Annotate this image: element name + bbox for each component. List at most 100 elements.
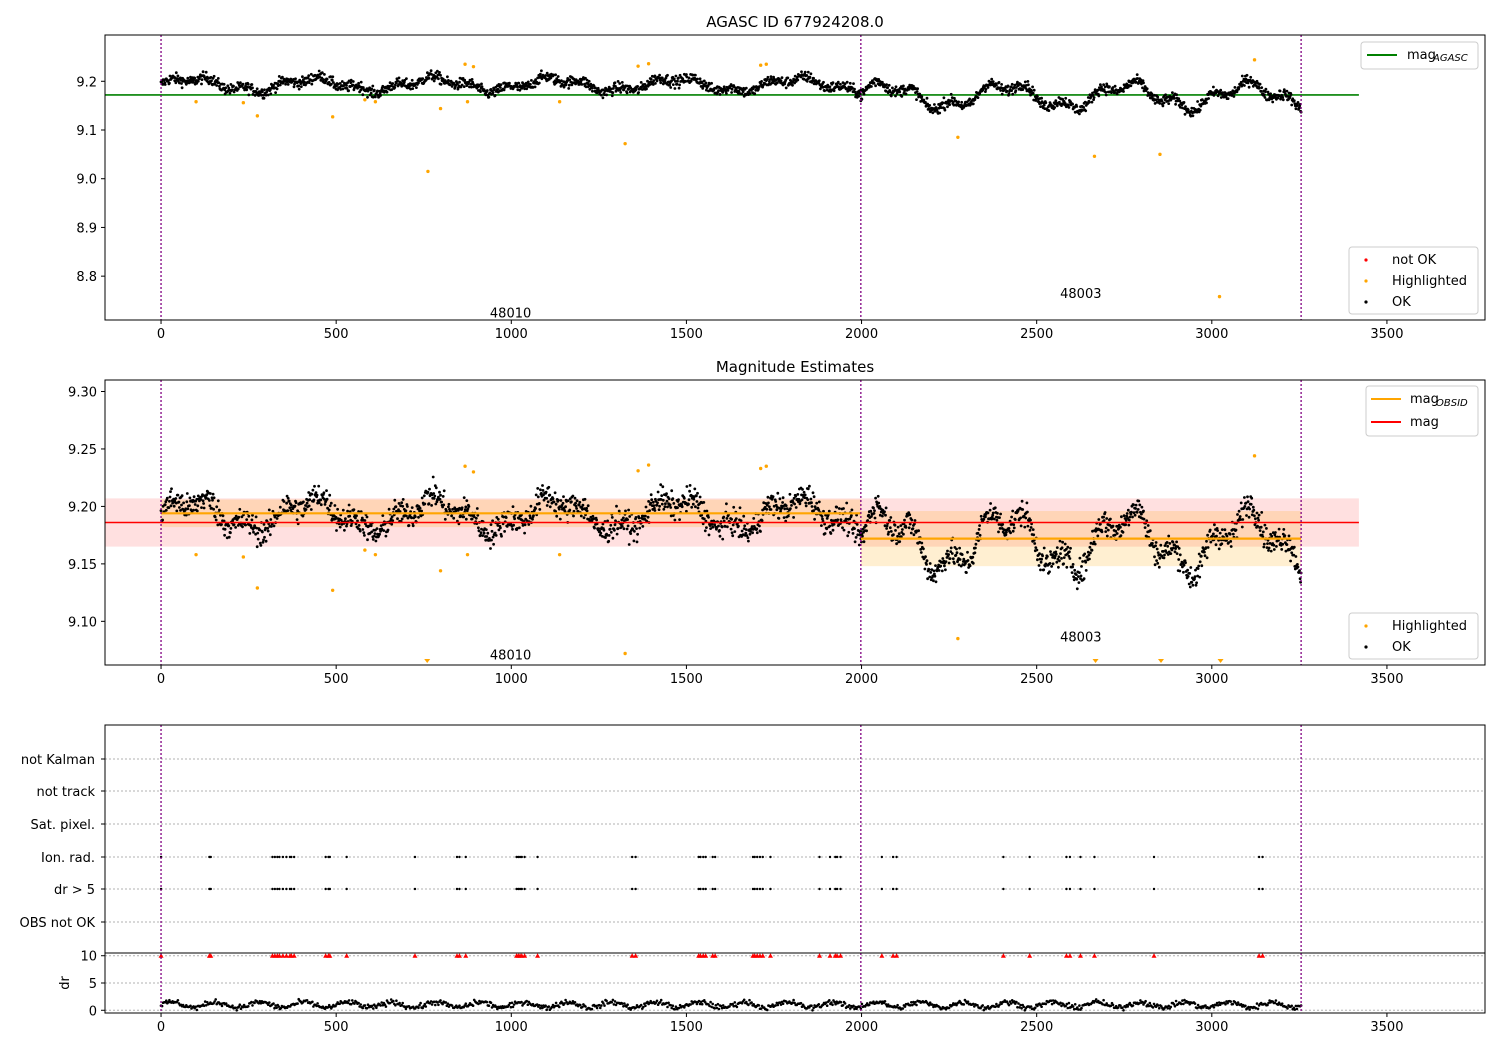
p1-ok-point: [1011, 92, 1015, 96]
p2-ok-point: [1208, 528, 1212, 532]
p1-ok-point: [948, 103, 951, 107]
p1-ok-point: [634, 88, 638, 92]
ion-rad-flag-point: [818, 855, 821, 859]
p2-ok-point: [615, 532, 619, 536]
p2-ok-point: [866, 519, 870, 522]
p2-ok-point: [694, 505, 697, 509]
p2-ok-point: [958, 546, 961, 550]
p2-ok-point: [1079, 577, 1082, 580]
p2-ok-point: [562, 495, 565, 498]
p2-ok-point: [854, 536, 858, 539]
p2-ok-point: [974, 546, 977, 550]
p2-ok-point: [649, 501, 653, 505]
p2-ok-point: [1186, 568, 1189, 572]
p2-ok-point: [1038, 552, 1041, 556]
p1-ok-point: [1219, 96, 1223, 99]
p1-ok-point: [766, 75, 770, 79]
dr-point: [395, 999, 398, 1002]
p1-ok-point: [278, 83, 282, 87]
p1-ok-point: [621, 84, 625, 88]
p1-ok-point: [836, 80, 840, 84]
p2-ok-point: [999, 512, 1002, 516]
p1-ok-point: [1178, 105, 1182, 109]
p1-ok-point: [1111, 86, 1115, 89]
p1-ok-point: [803, 70, 807, 74]
p2-ok-point: [870, 515, 873, 518]
p2-ok-point: [491, 535, 495, 539]
p1-ok-point: [394, 83, 397, 87]
p1-ok-point: [487, 95, 491, 99]
p2-ok-point: [1282, 528, 1286, 531]
dr-point: [272, 1002, 275, 1005]
p2-ok-point: [167, 506, 171, 509]
p1-ok-point: [1281, 96, 1285, 99]
p1-ok-point: [1182, 101, 1186, 104]
p1-ok-point: [1003, 87, 1007, 91]
dr-point: [545, 1008, 548, 1012]
dr-point: [398, 1001, 401, 1005]
p1-ok-point: [567, 87, 571, 90]
p2-ok-point: [781, 501, 784, 504]
p1-ok-point: [814, 82, 818, 86]
p2-ok-point: [929, 578, 933, 582]
p2-ok-point: [1020, 499, 1024, 503]
p2-ok-point: [884, 513, 887, 517]
p2-ok-point: [1075, 577, 1079, 581]
p2-ok-point: [1046, 555, 1049, 558]
p2-ok-point: [462, 515, 466, 519]
dr-point: [253, 1001, 256, 1005]
p2-ok-point: [813, 505, 817, 509]
p2-ok-point: [718, 529, 721, 532]
p2-ok-point: [945, 552, 948, 556]
dr-point: [547, 1005, 551, 1008]
p2-ok-point: [255, 545, 259, 549]
p2-ok-point: [410, 506, 414, 509]
p2-ok-point: [1166, 544, 1170, 548]
legend-ok-label: OK: [1392, 295, 1411, 310]
p2-ok-point: [168, 495, 172, 499]
p2-ok-point: [695, 500, 699, 503]
p1-ok-point: [306, 76, 310, 80]
p2-ok-point: [1087, 553, 1091, 557]
p2-ok-point: [759, 530, 762, 533]
p1-ok-point: [1042, 103, 1046, 107]
p1-ok-point: [351, 80, 355, 83]
p2-ok-point: [814, 507, 818, 511]
p2-ok-point: [899, 535, 903, 539]
p1-ok-point: [694, 73, 697, 77]
p2-ok-point: [918, 540, 922, 544]
p2-ok-point: [977, 539, 980, 542]
legend2-highlighted-marker: [1364, 624, 1368, 628]
dr-gt-5-flag-point: [880, 887, 884, 891]
p2-ok-point: [218, 508, 221, 512]
p2-ok-point: [842, 528, 846, 532]
p2-ok-point: [270, 525, 273, 528]
p1-ok-point: [1273, 93, 1277, 96]
p2-ok-point: [1229, 540, 1233, 543]
p1-ok-point: [989, 80, 993, 84]
p2-ok-point: [1093, 542, 1097, 546]
p2-ok-point: [812, 495, 816, 499]
p1-highlighted-point: [1217, 294, 1222, 299]
p1-ok-point: [174, 71, 178, 75]
p2-ok-point: [1272, 548, 1276, 551]
dr-gt-5-flag-point: [704, 887, 707, 891]
p2-highlighted-point: [646, 463, 651, 467]
p1-ok-point: [672, 77, 676, 81]
p1-ok-point: [1242, 77, 1246, 81]
p1-ok-point: [568, 78, 572, 82]
p2-ok-point: [394, 505, 398, 509]
ion-rad-flag-point: [711, 855, 714, 859]
p2-ok-point: [434, 486, 438, 490]
p1-ok-point: [651, 83, 655, 86]
p2-ok-point: [262, 538, 265, 542]
dr-gt-5-flag-point: [413, 887, 417, 891]
p2-ok-point: [958, 558, 962, 561]
p2-ok-point: [474, 516, 478, 520]
dr-point: [520, 1000, 523, 1004]
p2-ok-point: [798, 502, 802, 506]
p2-ok-point: [896, 525, 900, 529]
p2-ok-point: [900, 531, 904, 534]
p1-ok-point: [396, 79, 399, 82]
p1-ok-point: [1233, 86, 1237, 89]
